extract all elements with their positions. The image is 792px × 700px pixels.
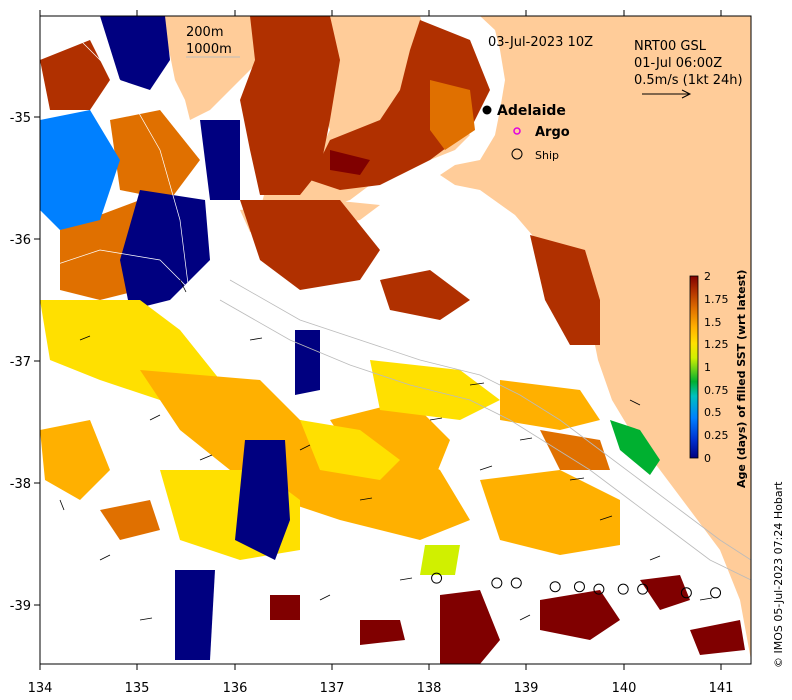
x-tick-label: 136 (223, 681, 248, 696)
x-tick-label: 138 (417, 681, 442, 696)
ship-position-marker (510, 577, 522, 589)
y-tick-label: -36 (10, 233, 31, 248)
map-area (40, 16, 751, 664)
y-tick-label: -37 (10, 355, 31, 370)
argo-marker (513, 127, 521, 135)
x-tick-label: 139 (514, 681, 539, 696)
y-tick-label: -39 (10, 599, 31, 614)
x-ticks (39, 10, 722, 670)
ship-position-marker (617, 583, 629, 595)
date-label: 03-Jul-2023 10Z (488, 35, 593, 50)
argo-label: Argo (535, 125, 570, 140)
adelaide-label: Adelaide (497, 103, 566, 119)
ship-position-marker (593, 583, 605, 595)
ship-position-marker (491, 577, 503, 589)
isobath-label-200m: 200m (186, 25, 223, 40)
y-ticks (34, 116, 40, 606)
product-label: NRT00 GSL (634, 39, 707, 54)
x-tick-label: 137 (320, 681, 345, 696)
product-time-label: 01-Jul 06:00Z (634, 56, 722, 71)
ship-marker (511, 148, 523, 160)
credit-label: © IMOS 05-Jul-2023 07:24 Hobart (772, 481, 785, 668)
colorbar-tick: 1 (704, 361, 711, 374)
ship-position-marker (573, 581, 585, 593)
velocity-scale-arrow (642, 89, 692, 99)
y-tick-label: -38 (10, 477, 31, 492)
isobath-1000m (219, 299, 751, 581)
ship-position-marker (549, 581, 561, 593)
ship-position-marker (637, 583, 649, 595)
colorbar-tick: 0.5 (704, 406, 722, 419)
plot-frame (39, 15, 752, 665)
ship-position-marker (431, 572, 443, 584)
colorbar-tick: 1.75 (704, 293, 729, 306)
colorbar-tick: 1.5 (704, 316, 722, 329)
colorbar-tick: 0.75 (704, 384, 729, 397)
colorbar-title: Age (days) of filled SST (wrt latest) (735, 270, 748, 488)
isobath-200m (229, 279, 751, 561)
y-tick-labels: -35 -36 -37 -38 -39 (10, 111, 31, 614)
current-vectors (59, 279, 713, 621)
ship-position-marker (710, 587, 722, 599)
colorbar-tick-labels: 2 1.75 1.5 1.25 1 0.75 0.5 0.25 0 (704, 270, 729, 465)
ship-label: Ship (535, 149, 559, 162)
colorbar-tick: 0 (704, 452, 711, 465)
x-tick-label: 134 (28, 681, 53, 696)
ship-track (431, 572, 722, 599)
x-tick-label: 140 (612, 681, 637, 696)
colorbar-tick: 2 (704, 270, 711, 283)
colorbar (689, 275, 699, 459)
colorbar-tick: 0.25 (704, 429, 729, 442)
colorbar-tick: 1.25 (704, 338, 729, 351)
y-tick-label: -35 (10, 111, 31, 126)
x-tick-label: 135 (125, 681, 150, 696)
velocity-scale-label: 0.5m/s (1kt 24h) (634, 73, 743, 88)
adelaide-marker (482, 105, 492, 115)
x-tick-labels: 134 135 136 137 138 139 140 141 (28, 681, 734, 696)
x-tick-label: 141 (709, 681, 734, 696)
sst-patches (40, 16, 745, 664)
ship-position-marker (680, 587, 692, 599)
isobath-label-1000m: 1000m (186, 42, 232, 57)
